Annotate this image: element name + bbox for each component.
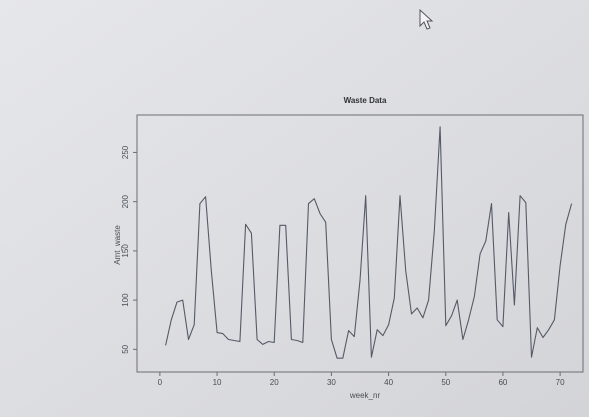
x-axis-label: week_nr: [349, 391, 381, 400]
y-axis-label: Amt_waste: [113, 225, 122, 265]
x-tick-label: 50: [441, 378, 450, 387]
x-tick-label: 10: [213, 378, 222, 387]
y-tick-label: 100: [121, 293, 130, 307]
data-line: [165, 126, 573, 359]
y-tick-label: 50: [121, 344, 130, 353]
plot-box: [136, 114, 584, 373]
y-tick-label: 250: [121, 145, 130, 159]
mouse-cursor: [419, 8, 434, 30]
x-tick-label: 20: [270, 378, 279, 387]
x-tick-label: 40: [384, 378, 393, 387]
x-tick-label: 70: [556, 378, 565, 387]
x-tick-label: 0: [158, 378, 163, 387]
x-tick-label: 30: [327, 378, 336, 387]
chart-title: Waste Data: [344, 96, 387, 105]
y-tick-label: 200: [121, 194, 130, 208]
x-tick-label: 60: [498, 378, 507, 387]
y-tick-label: 150: [121, 244, 130, 258]
